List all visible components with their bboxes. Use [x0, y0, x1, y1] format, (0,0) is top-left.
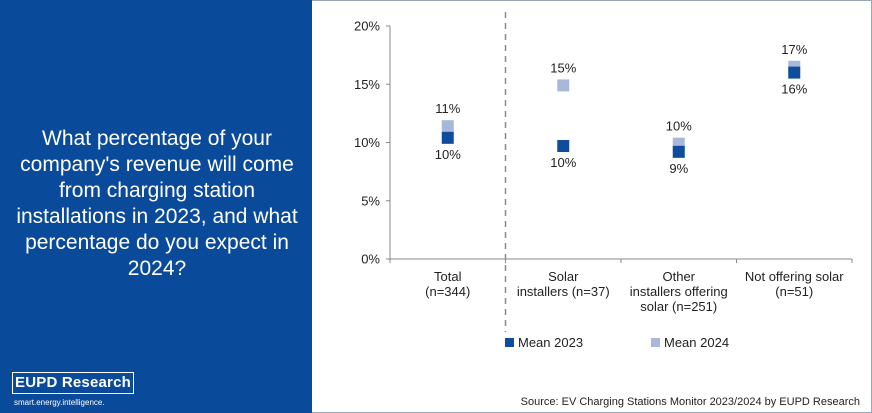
marker-mean-2023	[557, 139, 570, 152]
eupd-logo: EUPD Research	[12, 372, 134, 394]
revenue-share-chart: 0%5%10%15%20%Total(n=344)Solarinstallers…	[354, 12, 853, 350]
data-label-mean-2024: 11%	[435, 101, 460, 116]
data-label-mean-2024: 10%	[666, 119, 692, 134]
category-label: (n=344)	[425, 284, 470, 299]
y-tick-label: 10%	[354, 135, 380, 150]
category-label: Total	[434, 269, 462, 284]
marker-mean-2024	[557, 79, 570, 92]
marker-mean-2023	[672, 145, 685, 158]
question-text: What percentage of your company's revenu…	[16, 127, 298, 280]
category-label: solar (n=251)	[640, 299, 717, 314]
y-tick-label: 5%	[361, 193, 380, 208]
y-tick-label: 0%	[361, 252, 380, 267]
logo-tagline: smart.energy.intelligence.	[14, 398, 105, 407]
legend-label-mean-2023: Mean 2023	[518, 335, 583, 350]
category-label: installers offering	[630, 284, 728, 299]
y-tick-label: 15%	[354, 77, 380, 92]
data-label-mean-2023: 16%	[781, 82, 807, 97]
legend-swatch-mean-2023	[505, 338, 514, 347]
marker-mean-2023	[788, 66, 801, 79]
marker-mean-2023	[441, 131, 454, 144]
legend-label-mean-2024: Mean 2024	[664, 335, 729, 350]
category-label: (n=51)	[775, 284, 813, 299]
y-tick-label: 20%	[354, 19, 380, 34]
data-label-mean-2023: 10%	[550, 155, 576, 170]
marker-mean-2024	[441, 120, 454, 133]
question-panel: What percentage of your company's revenu…	[0, 0, 312, 413]
data-label-mean-2023: 10%	[435, 147, 461, 162]
data-label-mean-2024: 17%	[781, 42, 807, 57]
data-label-mean-2024: 15%	[550, 60, 576, 75]
category-label: Other	[662, 269, 695, 284]
source-note: Source: EV Charging Stations Monitor 202…	[520, 396, 860, 408]
category-label: installers (n=37)	[517, 284, 610, 299]
category-label: Not offering solar	[745, 269, 844, 284]
data-label-mean-2023: 9%	[669, 161, 688, 176]
legend-swatch-mean-2024	[651, 338, 660, 347]
category-label: Solar	[548, 269, 579, 284]
